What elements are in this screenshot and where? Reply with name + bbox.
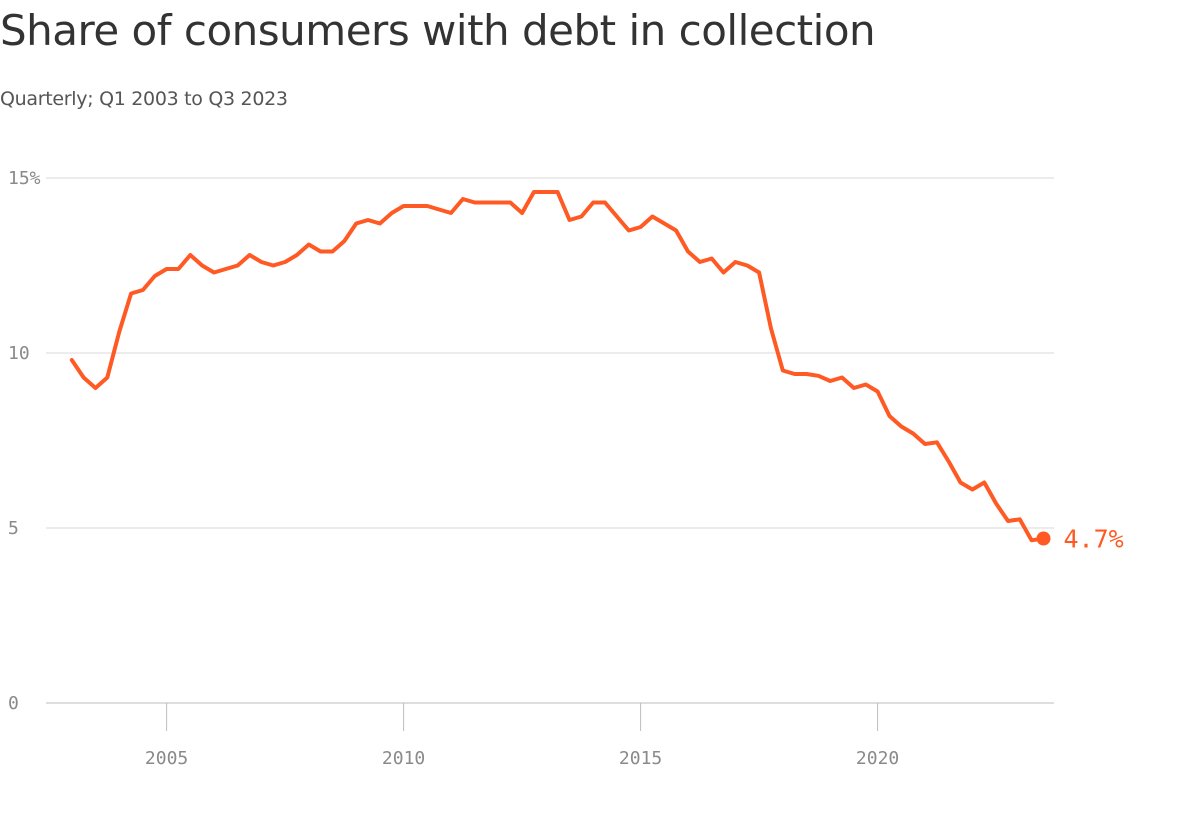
chart-title: Share of consumers with debt in collecti… [0,6,876,55]
y-tick-label: 0 [8,693,19,714]
x-tick-label: 2010 [382,748,425,769]
x-tick-label: 2005 [145,748,188,769]
y-gridlines [46,177,1054,704]
series-line [69,190,1046,543]
x-tick-label: 2020 [856,748,899,769]
end-value-label: 4.7% [1064,525,1124,554]
x-axis [166,703,879,731]
chart-subtitle: Quarterly; Q1 2003 to Q3 2023 [0,88,288,110]
y-tick-label: 5 [8,518,19,539]
y-tick-label: 10 [8,343,30,364]
y-tick-labels: 0 5 10 15% [8,168,41,714]
y-tick-label: 15% [8,168,41,189]
end-point-marker [1036,531,1051,546]
x-tick-label: 2015 [619,748,662,769]
x-tick-labels: 2005 2010 2015 2020 [145,748,899,769]
